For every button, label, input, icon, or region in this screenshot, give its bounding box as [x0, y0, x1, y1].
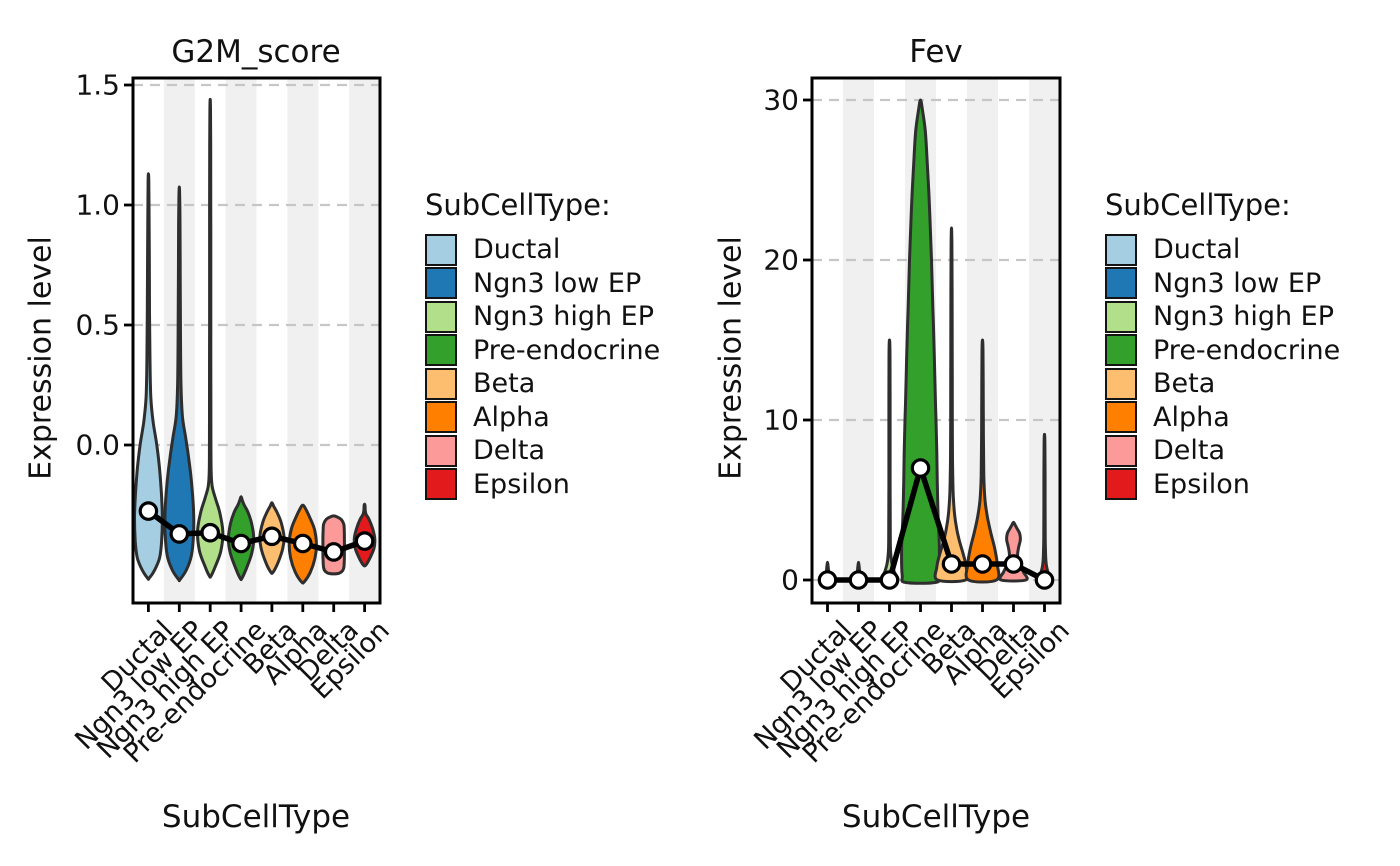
- median-marker-epsilon: [354, 531, 375, 551]
- legend-swatch-epsilon: [425, 468, 457, 501]
- median-marker-epsilon: [1034, 570, 1055, 590]
- legend-left: SubCellType: Ductal Ngn3 low EP Ngn3 high …: [425, 188, 660, 501]
- median-marker-ductal: [138, 501, 159, 521]
- median-marker-pre-endocrine: [910, 458, 931, 478]
- legend-label: Alpha: [473, 401, 550, 433]
- violin-epsilon: [1036, 432, 1053, 583]
- y-tick-label: 20: [763, 243, 799, 277]
- legend-label: Epsilon: [473, 468, 570, 500]
- median-marker-alpha: [972, 554, 993, 574]
- column-band: [843, 78, 874, 603]
- legend-item-alpha: Alpha: [425, 401, 660, 435]
- legend-swatch-pre-endocrine: [1105, 334, 1137, 367]
- legend-swatch-ngn3-high-ep: [1105, 300, 1137, 333]
- median-marker-alpha: [292, 533, 313, 554]
- legend-item-ductal: Ductal: [1105, 233, 1340, 267]
- y-tick-label: 0.0: [75, 428, 120, 462]
- legend-item-epsilon: Epsilon: [425, 468, 660, 502]
- legend-label: Pre-endocrine: [473, 334, 661, 366]
- legend-swatch-ductal: [425, 233, 457, 266]
- y-tick-label: 10: [763, 403, 799, 437]
- y-tick-label: 0: [781, 563, 799, 597]
- y-tick-label: 1.5: [75, 68, 120, 102]
- legend-swatch-epsilon: [1105, 468, 1137, 501]
- violin-ngn3-high-ep: [879, 338, 900, 583]
- median-marker-delta: [1003, 554, 1024, 574]
- panel-border: [810, 76, 1062, 605]
- legend-swatch-beta: [1105, 367, 1137, 400]
- legend-label: Ngn3 high EP: [473, 301, 654, 333]
- legend-item-alpha: Alpha: [1105, 401, 1340, 435]
- legend-label: Ductal: [473, 234, 561, 266]
- x-axis-label-left: SubCellType: [161, 799, 351, 835]
- median-marker-ngn3-high-ep: [200, 522, 220, 543]
- y-axis-label-left: Expression level: [23, 236, 59, 480]
- legend-item-ngn3-low-ep: Ngn3 low EP: [1105, 267, 1340, 301]
- panel-title-g2m-score: G2M_score: [171, 34, 341, 70]
- legend-item-pre-endocrine: Pre-endocrine: [425, 334, 660, 368]
- median-marker-beta: [262, 526, 282, 547]
- violin-ngn3-low-ep: [163, 185, 196, 583]
- legend-item-delta: Delta: [1105, 434, 1340, 468]
- legend-label: Ngn3 high EP: [1153, 301, 1334, 333]
- y-tick-label: 0.5: [75, 308, 120, 342]
- legend-swatch-ngn3-high-ep: [425, 300, 457, 333]
- legend-swatch-alpha: [1105, 401, 1137, 434]
- legend-items: Ductal Ngn3 low EP Ngn3 high EP Pre-endocri…: [425, 233, 660, 501]
- violin-ngn3-high-ep: [195, 97, 225, 579]
- median-marker-ngn3-low-ep: [848, 570, 869, 590]
- legend-right: SubCellType: Ductal Ngn3 low EP Ngn3 high …: [1105, 188, 1340, 501]
- legend-swatch-pre-endocrine: [425, 334, 457, 367]
- legend-swatch-ngn3-low-ep: [1105, 267, 1137, 300]
- legend-swatch-ngn3-low-ep: [425, 267, 457, 300]
- median-marker-ngn3-high-ep: [879, 570, 900, 590]
- violin-pre-endocrine: [900, 98, 941, 585]
- y-tick-label: 30: [763, 83, 799, 117]
- legend-item-ductal: Ductal: [425, 233, 660, 267]
- y-tick-label: 1.0: [75, 188, 120, 222]
- median-marker-delta: [323, 542, 344, 562]
- legend-label: Epsilon: [1153, 468, 1250, 500]
- legend-label: Ductal: [1153, 234, 1241, 266]
- legend-label: Alpha: [1153, 401, 1230, 433]
- legend-item-delta: Delta: [425, 434, 660, 468]
- panel-border: [131, 76, 382, 605]
- legend-title: SubCellType:: [425, 188, 611, 222]
- median-marker-beta: [941, 554, 962, 574]
- median-marker-ngn3-low-ep: [169, 524, 190, 544]
- legend-label: Delta: [1153, 435, 1226, 467]
- legend-item-epsilon: Epsilon: [1105, 468, 1340, 502]
- legend-item-beta: Beta: [1105, 367, 1340, 401]
- legend-swatch-alpha: [425, 401, 457, 434]
- violin-ductal: [133, 172, 164, 581]
- legend-item-pre-endocrine: Pre-endocrine: [1105, 334, 1340, 368]
- violin-alpha: [964, 338, 1001, 584]
- legend-item-beta: Beta: [425, 367, 660, 401]
- legend-item-ngn3-low-ep: Ngn3 low EP: [425, 267, 660, 301]
- legend-item-ngn3-high-ep: Ngn3 high EP: [425, 300, 660, 334]
- legend-items: Ductal Ngn3 low EP Ngn3 high EP Pre-endocri…: [1105, 233, 1340, 501]
- legend-swatch-ductal: [1105, 233, 1137, 266]
- legend-swatch-delta: [425, 434, 457, 467]
- legend-title: SubCellType:: [1105, 188, 1291, 222]
- median-marker-pre-endocrine: [231, 533, 251, 554]
- legend-swatch-delta: [1105, 434, 1137, 467]
- legend-item-ngn3-high-ep: Ngn3 high EP: [1105, 300, 1340, 334]
- legend-swatch-beta: [425, 367, 457, 400]
- legend-label: Beta: [1153, 368, 1216, 400]
- legend-label: Ngn3 low EP: [1153, 267, 1322, 299]
- legend-label: Pre-endocrine: [1153, 334, 1341, 366]
- legend-label: Beta: [473, 368, 536, 400]
- legend-label: Delta: [473, 435, 546, 467]
- x-axis-label-right: SubCellType: [841, 799, 1031, 835]
- y-axis-label-right: Expression level: [713, 236, 749, 480]
- panel-title-fev: Fev: [909, 34, 963, 70]
- median-marker-ductal: [817, 570, 838, 590]
- legend-label: Ngn3 low EP: [473, 267, 642, 299]
